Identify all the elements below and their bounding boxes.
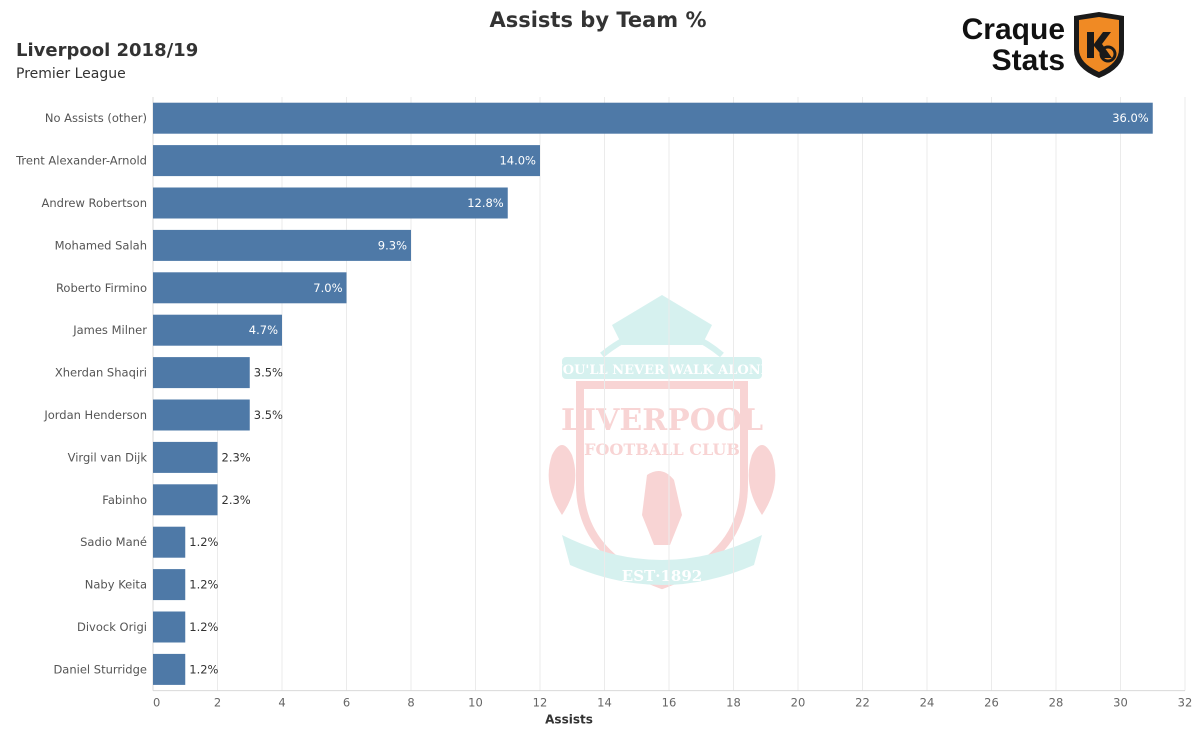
x-tick-label: 2 bbox=[214, 696, 221, 710]
craque-stats-logo: Craque Stats bbox=[950, 10, 1130, 82]
bar bbox=[153, 399, 250, 431]
crest-club: FOOTBALL CLUB bbox=[584, 440, 740, 459]
data-label: 36.0% bbox=[1112, 111, 1149, 125]
bar bbox=[153, 653, 186, 685]
category-label: Naby Keita bbox=[85, 578, 147, 592]
data-label: 4.7% bbox=[249, 323, 278, 337]
x-tick-label: 28 bbox=[1049, 696, 1064, 710]
data-label: 1.2% bbox=[189, 662, 218, 676]
bar bbox=[153, 314, 282, 346]
data-label: 14.0% bbox=[499, 154, 536, 168]
data-label: 1.2% bbox=[189, 620, 218, 634]
x-tick-label: 22 bbox=[855, 696, 870, 710]
x-tick-label: 20 bbox=[791, 696, 806, 710]
brand-wordmark: Craque Stats bbox=[955, 14, 1065, 76]
bar bbox=[153, 187, 508, 219]
data-label: 2.3% bbox=[222, 450, 251, 464]
crest-est: EST·1892 bbox=[622, 567, 702, 585]
bar bbox=[153, 441, 218, 473]
x-tick-label: 12 bbox=[533, 696, 548, 710]
data-label: 9.3% bbox=[378, 238, 407, 252]
bar bbox=[153, 569, 186, 601]
bar bbox=[153, 272, 347, 304]
x-tick-label: 8 bbox=[407, 696, 414, 710]
data-label: 7.0% bbox=[313, 281, 342, 295]
x-tick-label: 4 bbox=[278, 696, 285, 710]
bar bbox=[153, 484, 218, 516]
x-tick-label: 0 bbox=[153, 696, 160, 710]
bar bbox=[153, 526, 186, 558]
category-label: Fabinho bbox=[102, 493, 147, 507]
brand-line-2: Stats bbox=[991, 44, 1065, 77]
x-axis-title: Assists bbox=[545, 713, 593, 727]
category-label: Andrew Robertson bbox=[41, 196, 147, 210]
data-label: 1.2% bbox=[189, 578, 218, 592]
bar bbox=[153, 102, 1153, 134]
league-subtitle: Premier League bbox=[16, 66, 126, 82]
data-label: 2.3% bbox=[222, 493, 251, 507]
bar bbox=[153, 357, 250, 389]
category-label: Divock Origi bbox=[77, 620, 147, 634]
category-label: Roberto Firmino bbox=[56, 281, 147, 295]
data-label: 3.5% bbox=[254, 366, 283, 380]
brand-line-1: Craque bbox=[961, 13, 1065, 46]
category-label: James Milner bbox=[72, 323, 147, 337]
crest-motto: YOU'LL NEVER WALK ALONE bbox=[552, 363, 770, 378]
data-label: 1.2% bbox=[189, 535, 218, 549]
x-tick-label: 10 bbox=[468, 696, 483, 710]
x-tick-label: 24 bbox=[920, 696, 935, 710]
team-title: Liverpool 2018/19 bbox=[16, 40, 199, 61]
category-label: Daniel Sturridge bbox=[53, 662, 147, 676]
category-label: Xherdan Shaqiri bbox=[55, 366, 147, 380]
category-label: No Assists (other) bbox=[45, 111, 147, 125]
brand-badge-icon bbox=[1074, 12, 1124, 78]
bar bbox=[153, 229, 411, 261]
category-label: Trent Alexander-Arnold bbox=[15, 154, 147, 168]
category-label: Mohamed Salah bbox=[55, 238, 147, 252]
x-tick-label: 6 bbox=[343, 696, 350, 710]
x-tick-label: 18 bbox=[726, 696, 741, 710]
category-label: Sadio Mané bbox=[80, 535, 147, 549]
x-tick-label: 32 bbox=[1178, 696, 1193, 710]
crest-name: LIVERPOOL bbox=[561, 403, 763, 438]
category-label: Virgil van Dijk bbox=[68, 450, 148, 464]
x-tick-label: 14 bbox=[597, 696, 612, 710]
data-label: 3.5% bbox=[254, 408, 283, 422]
bar bbox=[153, 145, 540, 177]
bar bbox=[153, 611, 186, 643]
x-tick-label: 16 bbox=[662, 696, 677, 710]
chart-title: Assists by Team % bbox=[489, 8, 707, 32]
x-tick-label: 30 bbox=[1113, 696, 1128, 710]
x-tick-label: 26 bbox=[984, 696, 999, 710]
data-label: 12.8% bbox=[467, 196, 504, 210]
liverpool-crest-watermark: YOU'LL NEVER WALK ALONE LIVERPOOL FOOTBA… bbox=[548, 295, 776, 590]
category-label: Jordan Henderson bbox=[43, 408, 147, 422]
